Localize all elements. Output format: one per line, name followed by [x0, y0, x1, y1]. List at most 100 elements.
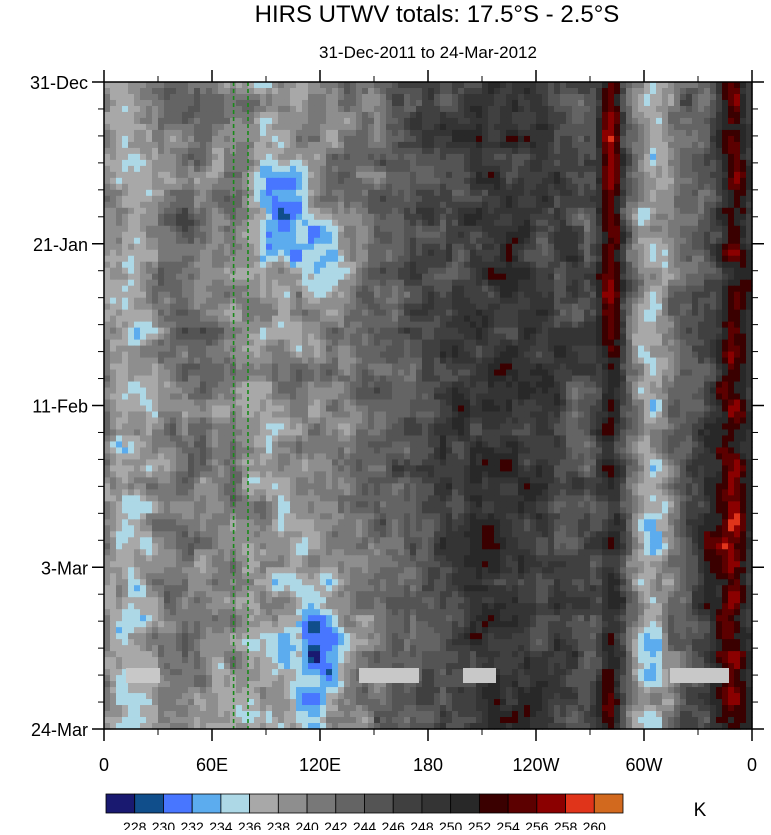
field-cell [224, 267, 231, 275]
field-cell [218, 333, 225, 341]
field-cell [386, 261, 393, 269]
field-cell [392, 309, 399, 317]
field-cell [470, 171, 477, 179]
field-cell [266, 351, 273, 359]
field-cell [500, 207, 507, 215]
field-cell [506, 297, 513, 305]
field-cell [182, 267, 189, 275]
field-cell [488, 219, 495, 227]
field-cell [134, 207, 141, 215]
field-cell [134, 105, 141, 113]
field-cell [122, 273, 129, 281]
field-cell [194, 87, 201, 95]
field-cell [134, 267, 141, 275]
field-cell [146, 273, 153, 281]
field-cell [416, 255, 423, 263]
field-cell [236, 297, 243, 305]
field-cell [536, 82, 543, 89]
field-cell [560, 183, 567, 191]
field-cell [494, 177, 501, 185]
field-cell [632, 141, 639, 149]
field-cell [590, 105, 597, 113]
field-cell [596, 273, 603, 281]
field-cell [518, 141, 525, 149]
field-cell [110, 297, 117, 305]
field-cell [710, 351, 717, 359]
field-cell [632, 297, 639, 305]
field-cell [602, 243, 609, 251]
field-cell [212, 261, 219, 269]
field-cell [350, 243, 357, 251]
field-cell [524, 237, 531, 245]
field-cell [650, 117, 657, 125]
field-cell [554, 93, 561, 101]
field-cell [110, 339, 117, 347]
field-cell [638, 351, 645, 359]
field-cell [356, 165, 363, 173]
field-cell [668, 195, 675, 203]
field-cell [260, 297, 267, 305]
field-cell [554, 165, 561, 173]
field-cell [488, 207, 495, 215]
field-cell [692, 189, 699, 197]
field-cell [254, 327, 261, 335]
field-cell [158, 147, 165, 155]
field-cell [152, 351, 159, 359]
field-cell [308, 177, 315, 185]
field-cell [566, 183, 573, 191]
field-cell [116, 153, 123, 161]
field-cell [536, 189, 543, 197]
field-cell [656, 291, 663, 299]
field-cell [578, 183, 585, 191]
field-cell [368, 249, 375, 257]
field-cell [566, 333, 573, 341]
field-cell [536, 219, 543, 227]
field-cell [542, 153, 549, 161]
field-cell [224, 297, 231, 305]
field-cell [464, 87, 471, 95]
field-cell [200, 111, 207, 119]
field-cell [446, 129, 453, 137]
field-cell [128, 129, 135, 137]
field-cell [176, 183, 183, 191]
field-cell [254, 159, 261, 167]
field-cell [620, 147, 627, 155]
field-cell [392, 165, 399, 173]
field-cell [680, 291, 687, 299]
field-cell [482, 117, 489, 125]
field-cell [368, 207, 375, 215]
field-cell [164, 195, 171, 203]
field-cell [248, 237, 255, 245]
field-cell [170, 255, 177, 263]
field-cell [626, 291, 633, 299]
field-cell [128, 345, 135, 353]
field-cell [212, 279, 219, 287]
field-cell [494, 333, 501, 341]
field-cell [734, 267, 741, 275]
field-cell [176, 237, 183, 245]
field-cell [650, 165, 657, 173]
field-cell [422, 141, 429, 149]
field-cell [188, 309, 195, 317]
field-cell [398, 291, 405, 299]
field-cell [386, 177, 393, 185]
field-cell [110, 279, 117, 287]
field-cell [338, 327, 345, 335]
field-cell [440, 249, 447, 257]
field-cell [440, 123, 447, 131]
field-cell [182, 105, 189, 113]
field-cell [404, 195, 411, 203]
field-cell [686, 135, 693, 143]
field-cell [416, 351, 423, 359]
field-cell [170, 249, 177, 257]
field-cell [674, 261, 681, 269]
field-cell [134, 285, 141, 293]
field-cell [350, 111, 357, 119]
field-cell [722, 255, 729, 263]
field-cell [656, 327, 663, 335]
field-cell [266, 135, 273, 143]
field-cell [512, 303, 519, 311]
field-cell [296, 231, 303, 239]
field-cell [572, 291, 579, 299]
field-cell [740, 285, 747, 293]
